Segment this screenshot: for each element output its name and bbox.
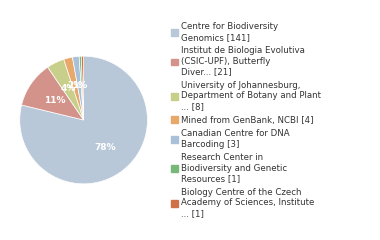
Wedge shape bbox=[73, 56, 84, 120]
Text: 4%: 4% bbox=[60, 84, 76, 93]
Legend: Centre for Biodiversity
Genomics [141], Institut de Biologia Evolutiva
(CSIC-UPF: Centre for Biodiversity Genomics [141], … bbox=[168, 19, 325, 221]
Text: 1%: 1% bbox=[72, 81, 87, 90]
Wedge shape bbox=[20, 56, 147, 184]
Wedge shape bbox=[22, 67, 84, 120]
Wedge shape bbox=[81, 56, 84, 120]
Wedge shape bbox=[64, 57, 84, 120]
Text: 78%: 78% bbox=[95, 143, 116, 152]
Wedge shape bbox=[48, 59, 84, 120]
Wedge shape bbox=[79, 56, 84, 120]
Text: 2%: 2% bbox=[67, 81, 83, 90]
Text: 11%: 11% bbox=[44, 96, 65, 104]
